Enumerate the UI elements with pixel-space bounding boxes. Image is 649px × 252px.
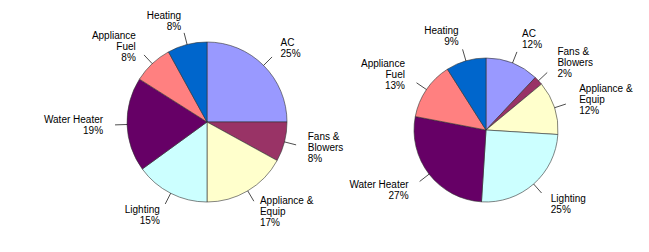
slice-value: 19%: [83, 125, 103, 136]
slice-value: 25%: [281, 48, 301, 59]
slice-name-line: AC: [281, 37, 295, 48]
leader-line: [538, 72, 547, 80]
slice-name-line: Equip: [260, 206, 286, 217]
slice-value: 15%: [140, 215, 160, 226]
slices: [414, 58, 558, 202]
pie-slice: [207, 42, 287, 122]
pie-slice: [447, 58, 486, 130]
leader-line: [420, 174, 429, 181]
leader-line: [284, 142, 296, 145]
slice-name: Fans &Blowers: [308, 131, 344, 153]
slice-name: Lighting: [551, 193, 586, 204]
slice-name-line: Heating: [424, 25, 458, 36]
pie-chart: AC12%Fans &Blowers2%Appliance &Equip12%L…: [349, 25, 632, 215]
slice-name: Appliance &Equip: [260, 195, 314, 217]
leader-line: [554, 104, 565, 108]
slice-name-line: Appliance: [361, 58, 405, 69]
slice-labels: AC25%Fans &Blowers8%Appliance &Equip17%L…: [44, 10, 343, 228]
pie-chart: AC25%Fans &Blowers8%Appliance &Equip17%L…: [44, 10, 343, 228]
slice-value: 27%: [389, 190, 409, 201]
slice-name: Water Heater: [349, 179, 409, 190]
slice-name-line: Lighting: [125, 204, 160, 215]
leader-line: [534, 184, 542, 193]
slice-name-line: Appliance: [92, 30, 136, 41]
slice-name-line: Appliance &: [260, 195, 314, 206]
slice-value: 2%: [557, 68, 572, 79]
leader-line: [463, 49, 466, 61]
slice-value: 8%: [167, 21, 182, 32]
slice-labels: AC12%Fans &Blowers2%Appliance &Equip12%L…: [349, 25, 632, 215]
slice-name-line: Fans &: [557, 46, 589, 57]
leader-line: [513, 52, 517, 63]
slice-name: ApplianceFuel: [361, 58, 405, 80]
slice-name-line: Fuel: [116, 41, 135, 52]
slice-name: Water Heater: [44, 114, 104, 125]
slice-value: 25%: [551, 204, 571, 215]
slice-name-line: AC: [522, 28, 536, 39]
slice-name-line: Water Heater: [44, 114, 104, 125]
slice-name-line: Water Heater: [349, 179, 409, 190]
pie-slice: [207, 122, 277, 202]
slice-name: AC: [281, 37, 295, 48]
pie-slice: [168, 42, 207, 122]
slice-name: Fans &Blowers: [557, 46, 593, 68]
slice-name: Heating: [147, 10, 181, 21]
leader-line: [144, 55, 152, 64]
pie-slice: [486, 84, 558, 134]
slice-name-line: Fuel: [385, 69, 404, 80]
slice-value: 12%: [522, 39, 542, 50]
slices: [127, 42, 287, 202]
leader-line: [184, 33, 187, 45]
leader-line: [417, 83, 427, 90]
leader-line: [264, 57, 272, 65]
slice-name: ApplianceFuel: [92, 30, 136, 52]
slice-name: Heating: [424, 25, 458, 36]
slice-value: 8%: [308, 153, 323, 164]
slice-value: 17%: [260, 217, 280, 228]
slice-value: 13%: [385, 80, 405, 91]
slice-value: 12%: [579, 105, 599, 116]
slice-name-line: Blowers: [308, 142, 344, 153]
leader-line: [115, 124, 127, 125]
slice-name-line: Lighting: [551, 193, 586, 204]
slice-name-line: Fans &: [308, 131, 340, 142]
slice-name-line: Equip: [579, 94, 605, 105]
slice-name-line: Appliance &: [579, 83, 633, 94]
slice-name-line: Heating: [147, 10, 181, 21]
pie-slice: [481, 130, 557, 202]
pie-slice: [414, 117, 486, 202]
slice-name-line: Blowers: [557, 57, 593, 68]
slice-name: Appliance &Equip: [579, 83, 633, 105]
slice-value: 9%: [444, 36, 459, 47]
slice-value: 8%: [121, 52, 136, 63]
chart-canvas: AC25%Fans &Blowers8%Appliance &Equip17%L…: [0, 0, 649, 252]
leader-line: [248, 191, 254, 201]
leader-line: [165, 193, 170, 204]
slice-name: AC: [522, 28, 536, 39]
slice-name: Lighting: [125, 204, 160, 215]
